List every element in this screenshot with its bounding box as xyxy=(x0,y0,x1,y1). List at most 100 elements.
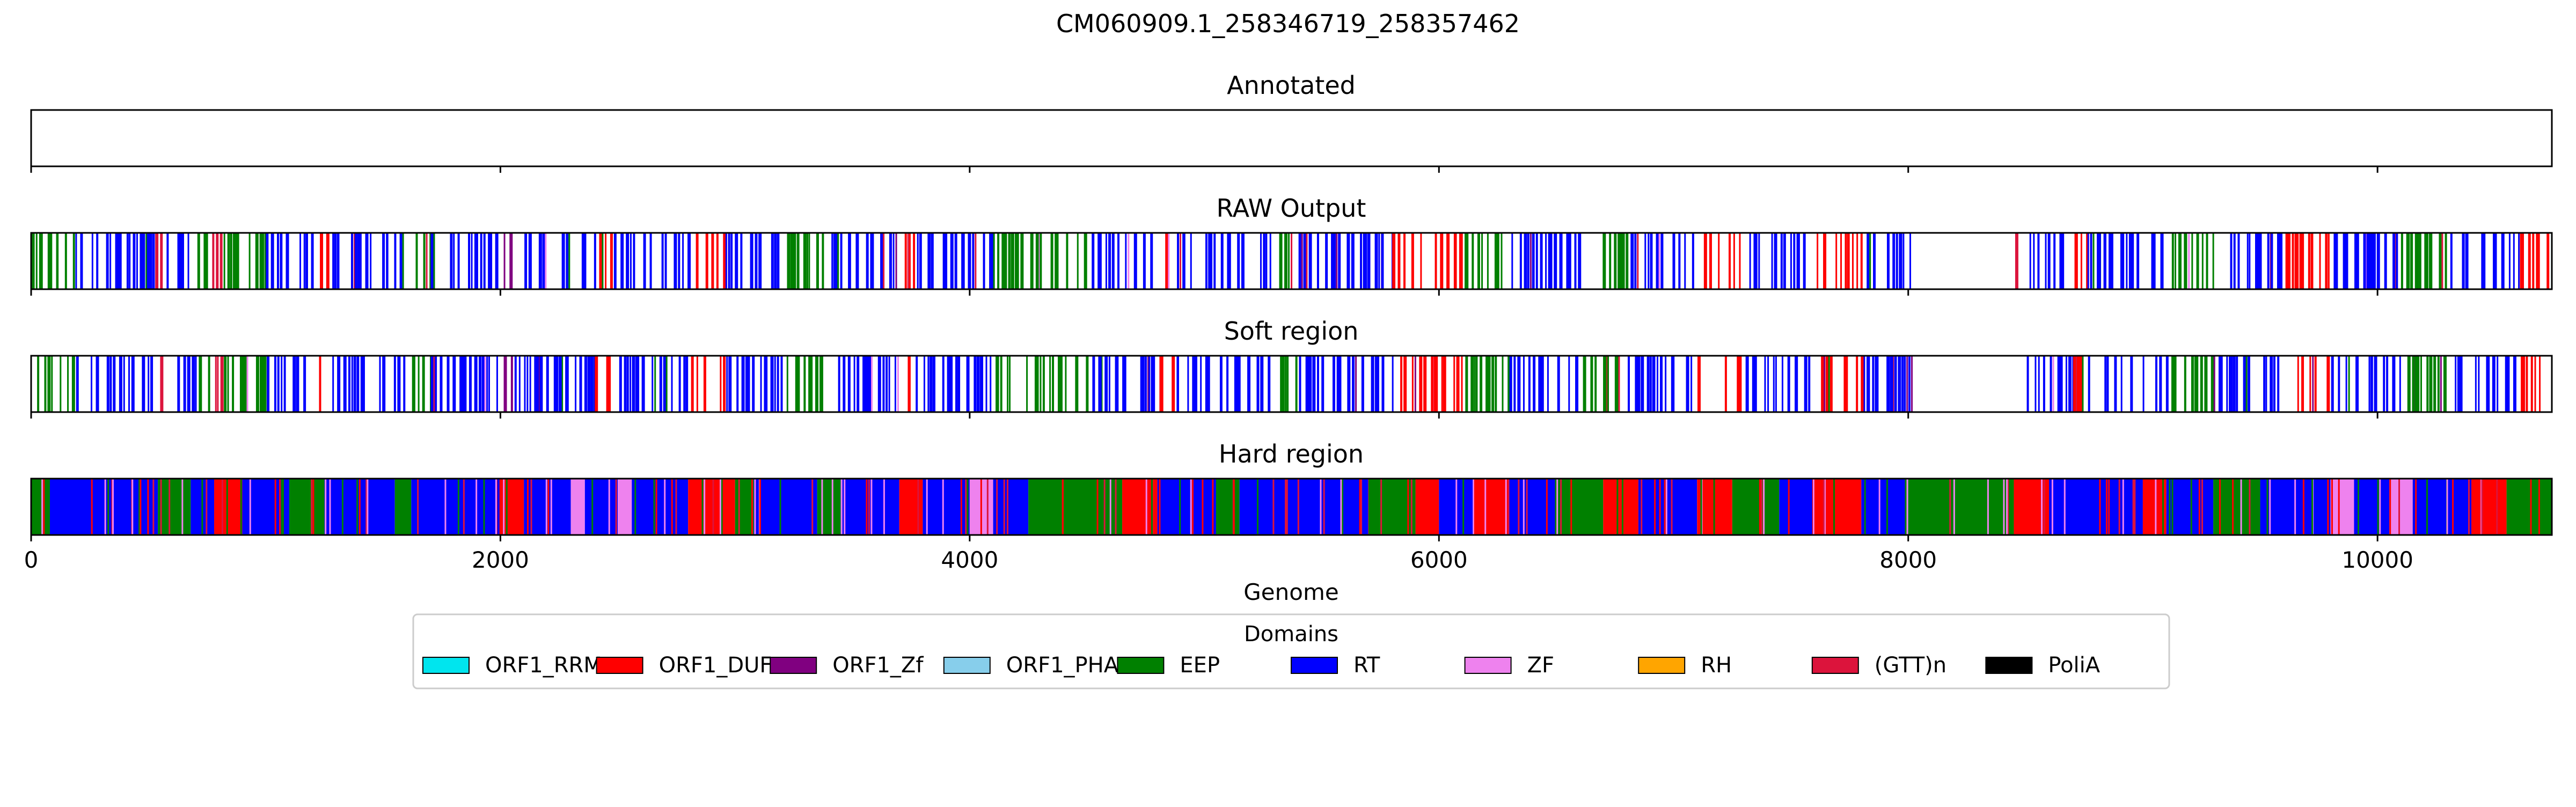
mark-rt xyxy=(942,233,946,289)
mark-rt xyxy=(106,233,109,289)
mark-eep xyxy=(808,233,810,289)
mark-eep xyxy=(1480,356,1483,412)
mark-eep xyxy=(255,356,259,412)
mark-eep xyxy=(815,356,819,412)
mark-rt xyxy=(1111,233,1115,289)
mark-rt xyxy=(2110,233,2113,289)
mark-rt xyxy=(927,356,930,412)
mark-orf1-duf xyxy=(1697,356,1701,412)
mark-rt xyxy=(559,356,561,412)
mark-rt xyxy=(950,233,954,289)
track-frame xyxy=(30,478,2553,536)
mark-rt xyxy=(1873,233,1876,289)
mark-eep xyxy=(1000,356,1002,412)
mark-rt xyxy=(361,356,365,412)
mark-rt xyxy=(584,356,587,412)
mark-rt xyxy=(1115,356,1117,412)
mark-eep xyxy=(1036,233,1039,289)
legend-entry-orf1-pha: ORF1_PHA xyxy=(943,653,1119,678)
stripe-orf1-duf xyxy=(980,479,982,535)
mark-eep xyxy=(1465,233,1468,289)
mark-rt xyxy=(1124,356,1126,412)
mark-rt xyxy=(1190,233,1192,289)
stripe-eep xyxy=(138,479,141,535)
mark-rt xyxy=(1105,233,1107,289)
mark-rt xyxy=(2246,233,2249,289)
stripe-zf xyxy=(2446,479,2448,535)
stripe-orf1-duf xyxy=(279,479,281,535)
mark-rt xyxy=(2392,356,2396,412)
mark-orf1-duf xyxy=(2539,356,2541,412)
mark-rt xyxy=(1208,233,1211,289)
mark-rt xyxy=(152,233,155,289)
mark-gtt-n xyxy=(216,233,219,289)
mark-eep xyxy=(264,356,267,412)
mark-rt xyxy=(2277,356,2280,412)
stripe-zf xyxy=(545,479,547,535)
mark-rt xyxy=(2368,356,2370,412)
mark-rt xyxy=(2121,233,2125,289)
stripe-orf1-duf xyxy=(1659,479,1661,535)
mark-orf1-duf xyxy=(1728,233,1731,289)
stripe-gtt-n xyxy=(1410,479,1413,535)
stripe-gtt-n xyxy=(417,479,419,535)
segment-rt xyxy=(49,479,158,535)
mark-orf1-duf xyxy=(1453,356,1455,412)
stripe-orf1-duf xyxy=(751,479,753,535)
stripe-orf1-duf xyxy=(1212,479,1214,535)
mark-rt xyxy=(1519,233,1522,289)
mark-eep xyxy=(1501,233,1503,289)
stripe-gtt-n xyxy=(1508,479,1510,535)
mark-rt xyxy=(1644,233,1646,289)
segment-rt xyxy=(1239,479,1369,535)
mark-orf1-duf xyxy=(1443,356,1446,412)
legend-swatch xyxy=(596,657,643,674)
stripe-gtt-n xyxy=(1518,479,1520,535)
stripe-zf xyxy=(1505,479,1507,535)
stripe-zf xyxy=(325,479,327,535)
mark-rt xyxy=(447,356,450,412)
mark-rt xyxy=(2026,356,2029,412)
track-title-hard-region: Hard region xyxy=(1219,439,1364,468)
mark-rt xyxy=(2068,356,2072,412)
segment-eep xyxy=(1028,479,1123,535)
mark-rt xyxy=(524,356,526,412)
segment-rt xyxy=(2049,479,2143,535)
mark-orf1-duf xyxy=(2523,356,2525,412)
stripe-zf xyxy=(821,479,823,535)
stripe-gtt-n xyxy=(2132,479,2134,535)
mark-rt xyxy=(1108,233,1111,289)
mark-rt xyxy=(1263,233,1265,289)
stripe-gtt-n xyxy=(221,479,223,535)
mark-orf1-duf xyxy=(1826,356,1828,412)
stripe-gtt-n xyxy=(2481,479,2483,535)
stripe-zf xyxy=(131,479,134,535)
mark-rt xyxy=(1867,356,1870,412)
mark-rt xyxy=(1352,356,1355,412)
mark-eep xyxy=(1008,233,1011,289)
mark-orf1-duf xyxy=(1861,356,1864,412)
mark-rt xyxy=(663,356,667,412)
mark-eep xyxy=(239,356,242,412)
mark-eep xyxy=(837,233,839,289)
mark-rt xyxy=(955,356,957,412)
mark-eep xyxy=(2194,356,2197,412)
mark-rt xyxy=(283,356,286,412)
mark-eep xyxy=(1042,356,1045,412)
mark-zf xyxy=(246,356,248,412)
mark-rt xyxy=(2396,233,2398,289)
mark-rt xyxy=(489,233,493,289)
mark-eep xyxy=(199,356,202,412)
mark-orf1-duf xyxy=(1738,356,1742,412)
mark-eep xyxy=(1004,233,1007,289)
stripe-eep xyxy=(1555,479,1557,535)
stripe-orf1-duf xyxy=(759,479,761,535)
mark-eep xyxy=(806,233,808,289)
stripe-gtt-n xyxy=(1297,479,1299,535)
stripe-gtt-n xyxy=(1286,479,1288,535)
mark-rt xyxy=(1635,356,1638,412)
mark-orf1-duf xyxy=(1843,356,1847,412)
mark-rt xyxy=(1321,356,1324,412)
mark-rt xyxy=(379,356,381,412)
mark-rt xyxy=(1238,356,1241,412)
